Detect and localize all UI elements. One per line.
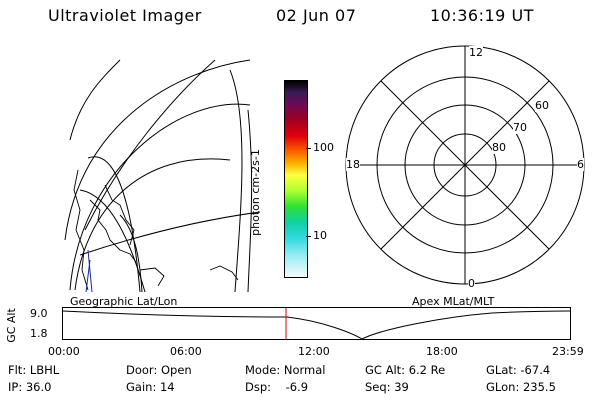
- lat-line: [74, 158, 231, 291]
- altitude-frame: [62, 307, 571, 340]
- geo-map-caption: Geographic Lat/Lon: [70, 295, 178, 308]
- dsp-status: Dsp: -6.9: [245, 380, 309, 394]
- lat-line: [87, 156, 141, 292]
- instrument-title: Ultraviolet Imager: [48, 6, 202, 25]
- altitude-xtick-2: 12:00: [298, 345, 330, 358]
- geographic-map: [64, 59, 260, 292]
- mlt-label-18: 18: [346, 158, 360, 171]
- altitude-xtick-1: 06:00: [170, 345, 202, 358]
- ip-status: IP: 36.0: [8, 380, 52, 394]
- lat-label-60: 60: [535, 99, 549, 112]
- lon-line: [69, 59, 121, 141]
- lat-label-70: 70: [513, 121, 527, 134]
- polar-plot-caption: Apex MLat/MLT: [412, 295, 495, 308]
- lat-label-80: 80: [492, 141, 506, 154]
- mode-status: Mode: Normal: [245, 363, 326, 377]
- lat-line: [119, 214, 143, 292]
- lat-line: [64, 59, 251, 241]
- colorbar: [284, 80, 308, 278]
- coastline: [89, 199, 137, 263]
- lon-line: [247, 109, 253, 292]
- door-status: Door: Open: [126, 363, 192, 377]
- polar-plot: [345, 45, 585, 285]
- altitude-xtick-0: 00:00: [48, 345, 80, 358]
- date-label: 02 Jun 07: [276, 6, 357, 25]
- coastline: [139, 267, 165, 287]
- gc-altitude-status: GC Alt: 6.2 Re: [365, 363, 446, 377]
- track-line: [85, 259, 91, 292]
- lon-line: [79, 211, 260, 256]
- track-line: [87, 249, 93, 292]
- altitude-ytick-high: 9.0: [30, 307, 48, 320]
- colorbar-tick-100: 100: [313, 141, 334, 154]
- lat-line: [79, 189, 146, 292]
- altitude-ytick-low: 1.8: [30, 327, 48, 340]
- altitude-xtick-4: 23:59: [552, 345, 584, 358]
- colorbar-unit-label: photon cm-2s-1: [248, 149, 262, 236]
- glon-status: GLon: 235.5: [486, 380, 556, 394]
- altitude-xtick-3: 18:00: [426, 345, 458, 358]
- colorbar-tick-mark: [306, 236, 311, 237]
- altitude-ylabel: GC Alt: [4, 308, 18, 343]
- glat-status: GLat: -67.4: [486, 363, 551, 377]
- coastline: [209, 265, 239, 281]
- time-label: 10:36:19 UT: [430, 6, 534, 25]
- mlt-label-12: 12: [469, 46, 483, 59]
- colorbar-tick-mark: [306, 148, 311, 149]
- altitude-curve: [62, 310, 571, 340]
- gain-status: Gain: 14: [126, 380, 175, 394]
- lon-line: [84, 59, 216, 231]
- altitude-plot: [62, 307, 571, 340]
- coastline: [104, 184, 135, 246]
- mlt-label-0: 0: [468, 277, 475, 290]
- filter-status: Flt: LBHL: [8, 363, 60, 377]
- mlt-label-6: 6: [577, 158, 584, 171]
- lon-line: [229, 69, 243, 292]
- colorbar-tick-10: 10: [313, 229, 327, 242]
- lat-line: [69, 103, 251, 291]
- polar-axis: [380, 80, 550, 250]
- coastline: [73, 169, 89, 291]
- sequence-status: Seq: 39: [365, 380, 409, 394]
